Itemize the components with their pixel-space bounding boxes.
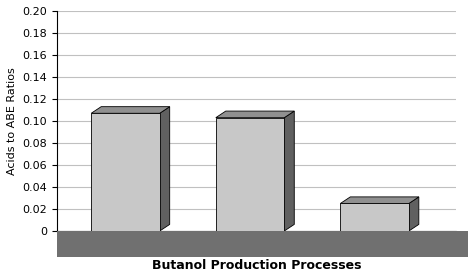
Bar [57, 231, 468, 258]
Bar [57, 231, 456, 240]
Y-axis label: Acids to ABE Ratios: Acids to ABE Ratios [7, 67, 17, 175]
Polygon shape [160, 107, 170, 231]
Polygon shape [409, 197, 419, 231]
Bar [340, 203, 409, 231]
Bar [216, 118, 284, 231]
Polygon shape [216, 111, 294, 118]
Polygon shape [284, 111, 294, 231]
Polygon shape [340, 197, 419, 203]
Polygon shape [91, 107, 170, 113]
X-axis label: Butanol Production Processes: Butanol Production Processes [152, 259, 361, 272]
Bar [91, 113, 160, 231]
